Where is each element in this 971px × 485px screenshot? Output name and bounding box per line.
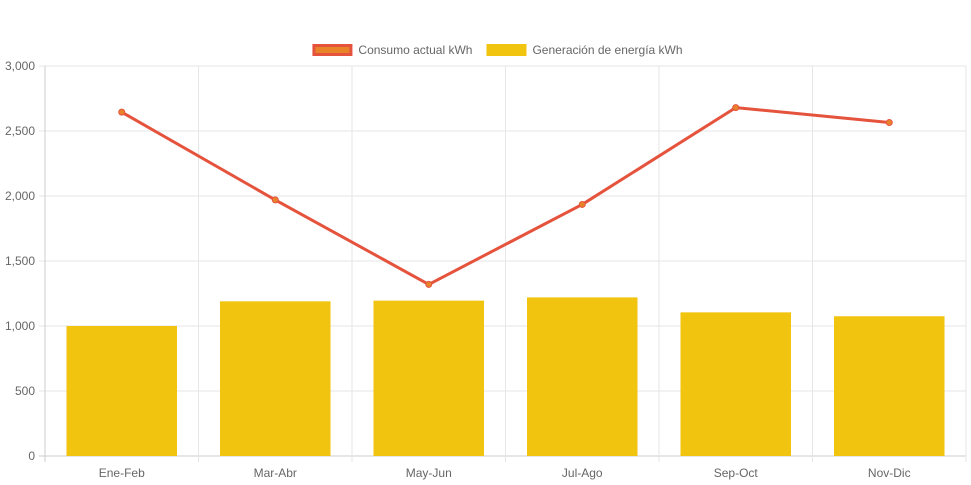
y-tick-label: 1,000 (5, 319, 35, 333)
line-consumo (121, 106, 890, 286)
x-tick-label: Jul-Ago (562, 466, 603, 480)
point-consumo[interactable] (118, 108, 126, 116)
bar-generacion[interactable] (526, 297, 638, 456)
x-tick-label: Nov-Dic (868, 466, 911, 480)
bar-generacion[interactable] (833, 316, 945, 456)
y-tick-label: 2,000 (5, 189, 35, 203)
x-tick-label: Mar-Abr (254, 466, 297, 480)
legend-item-generacion[interactable]: Generación de energía kWh (486, 43, 683, 57)
legend-item-consumo[interactable]: Consumo actual kWh (312, 43, 473, 57)
y-tick-label: 1,500 (5, 254, 35, 268)
axes: 0 500 1,000 1,500 2,000 2,500 3,000 Ene-Feb Mar-… (5, 59, 911, 480)
bar-generacion[interactable] (373, 300, 485, 456)
point-consumo[interactable] (578, 200, 586, 208)
legend-swatch (486, 44, 527, 56)
x-tick-label: Sep-Oct (714, 466, 759, 480)
legend-label: Consumo actual kWh (358, 43, 472, 57)
legend: Consumo actual kWh Generación de energía … (312, 43, 683, 57)
x-tick-label: Ene-Feb (99, 466, 145, 480)
line-series (118, 104, 893, 288)
y-tick-label: 2,500 (5, 124, 35, 138)
y-tick-label: 500 (15, 384, 35, 398)
point-consumo[interactable] (425, 280, 433, 288)
legend-swatch (312, 44, 353, 56)
x-tick-label: May-Jun (406, 466, 452, 480)
bar-generacion[interactable] (66, 326, 178, 456)
bar-generacion[interactable] (219, 301, 331, 456)
bar-series (66, 297, 945, 456)
bar-generacion[interactable] (680, 312, 792, 456)
point-consumo[interactable] (271, 196, 279, 204)
point-consumo[interactable] (885, 119, 893, 127)
point-consumo[interactable] (732, 104, 740, 112)
y-tick-label: 0 (28, 449, 35, 463)
legend-label: Generación de energía kWh (532, 43, 682, 57)
grid-lines (39, 65, 967, 462)
y-tick-label: 3,000 (5, 59, 35, 73)
